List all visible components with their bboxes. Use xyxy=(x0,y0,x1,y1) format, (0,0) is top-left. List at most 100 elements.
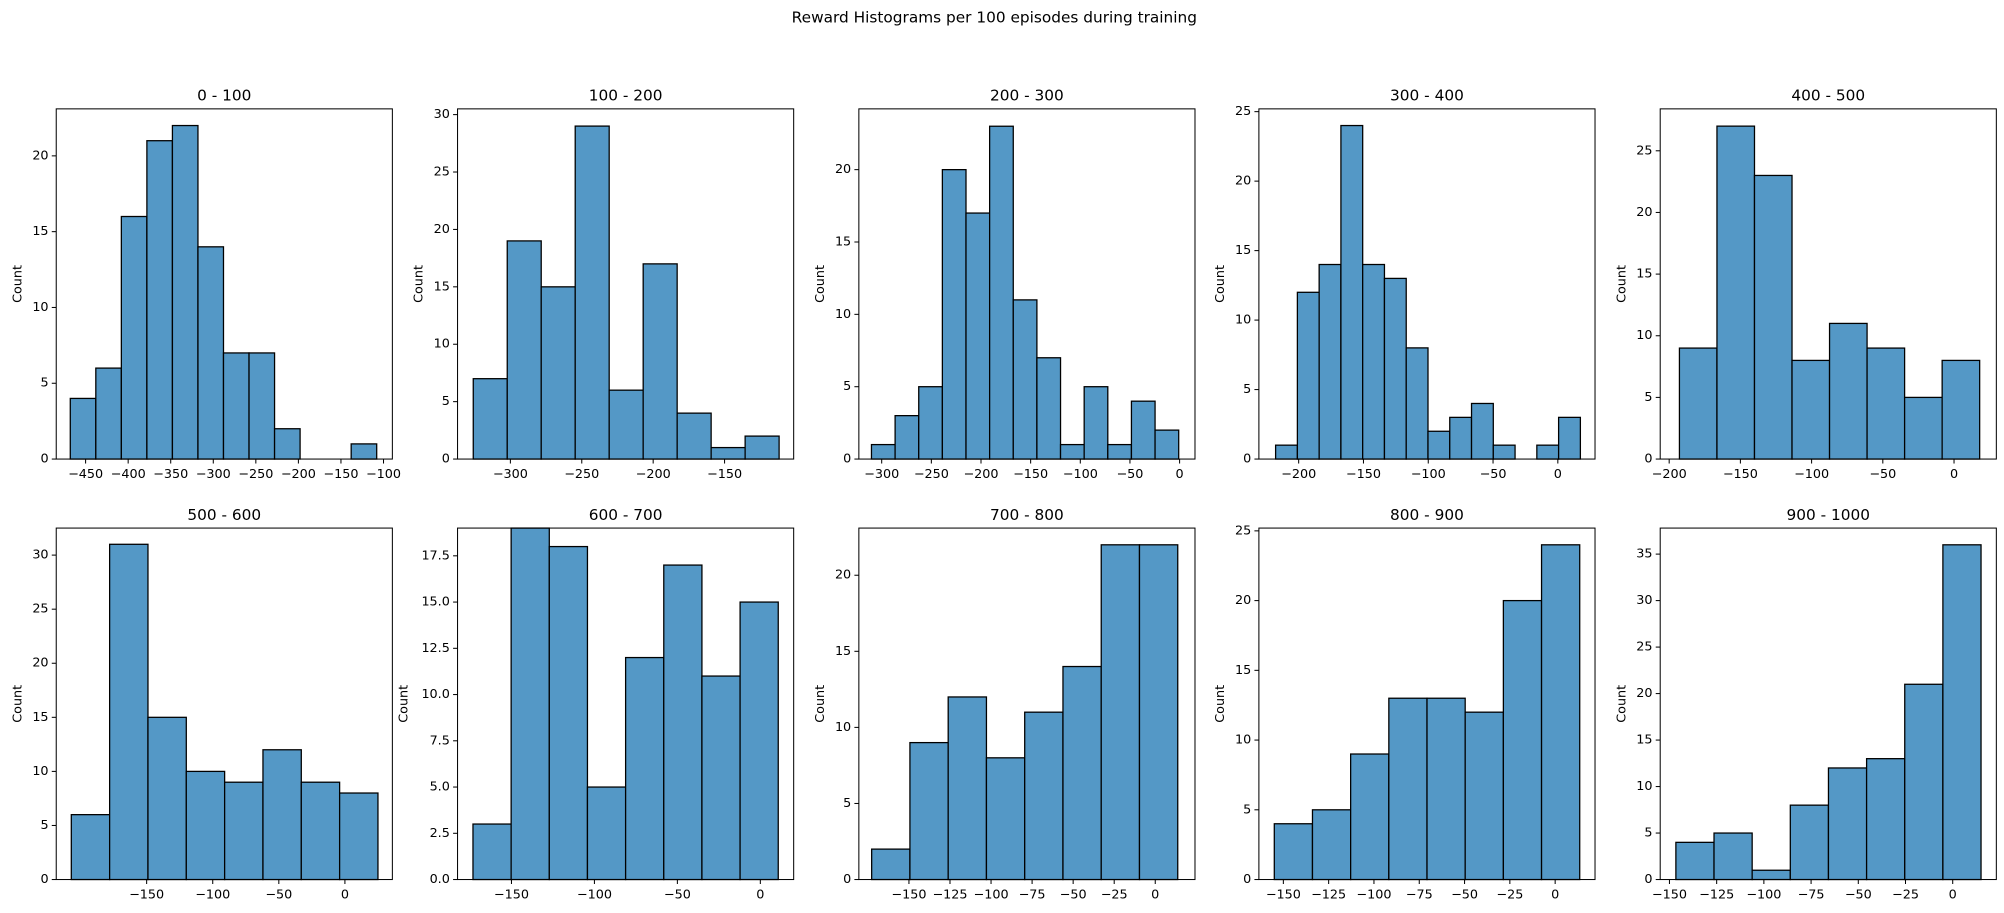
axes-frame xyxy=(55,527,393,881)
y-tick-label: 15 xyxy=(434,279,450,294)
bar xyxy=(248,352,276,460)
x-tick-label: −50 xyxy=(1116,467,1143,482)
subplot-title: 100 - 200 xyxy=(589,87,663,105)
subplot-title: 900 - 1000 xyxy=(1786,506,1870,524)
x-tick-label: −200 xyxy=(1281,467,1316,482)
y-axis-label: Count xyxy=(396,685,411,723)
bar xyxy=(1012,299,1038,460)
y-tick-label: 15 xyxy=(1235,663,1251,678)
y-axis-label: Count xyxy=(10,685,25,723)
bar xyxy=(1713,832,1753,881)
y-tick-label: 0 xyxy=(1644,452,1652,467)
x-tick-label: −75 xyxy=(1406,887,1433,902)
y-tick-label: 20 xyxy=(835,162,851,177)
x-tick-label: −50 xyxy=(265,887,292,902)
bar xyxy=(1273,823,1314,881)
y-tick-label: 25 xyxy=(32,602,48,617)
bar xyxy=(1904,683,1944,881)
bar xyxy=(1866,347,1906,460)
subplot: −150 −125 −100 −75 −50 −25 0 0 5 10 15 20 700 - 800 C… xyxy=(813,506,1196,902)
bar xyxy=(1827,767,1868,881)
y-tick-label: 10 xyxy=(835,307,851,322)
x-tick-label: −100 xyxy=(366,467,401,482)
bar xyxy=(676,412,712,460)
y-tick-label: 5 xyxy=(40,376,48,391)
bar xyxy=(222,352,250,460)
bar xyxy=(894,415,920,460)
bar xyxy=(701,675,741,881)
bar xyxy=(941,169,967,460)
bar xyxy=(1464,711,1505,881)
bar xyxy=(988,125,1014,460)
y-tick-label: 15 xyxy=(1636,267,1652,282)
x-tick-label: 0 xyxy=(1551,887,1559,902)
y-tick-label: 15 xyxy=(835,644,851,659)
x-tick-label: −250 xyxy=(914,467,949,482)
subplot-title: 500 - 600 xyxy=(187,506,261,524)
x-tick-label: −200 xyxy=(636,467,671,482)
figure-title: Reward Histograms per 100 episodes durin… xyxy=(792,9,1197,27)
x-tick-label: −125 xyxy=(932,887,967,902)
y-tick-label: 12.5 xyxy=(421,641,449,656)
x-tick-label: −50 xyxy=(664,887,691,902)
bar xyxy=(870,443,896,460)
subplot: −450 −400 −350 −300 −250 −200 −150 −100 0 5 10 15 20… xyxy=(10,87,401,482)
bar xyxy=(262,749,302,881)
y-tick-label: 10 xyxy=(1235,313,1251,328)
y-axis-label: Count xyxy=(1213,685,1228,723)
bar xyxy=(1350,753,1390,881)
y-tick-label: 10 xyxy=(1235,733,1251,748)
subplot-title: 200 - 300 xyxy=(990,87,1064,105)
x-tick-label: −200 xyxy=(963,467,998,482)
y-tick-label: 20 xyxy=(32,148,48,163)
y-tick-label: 20 xyxy=(1636,686,1652,701)
bar xyxy=(663,564,703,881)
y-tick-label: 20 xyxy=(835,568,851,583)
y-tick-label: 0.0 xyxy=(430,872,450,887)
bar xyxy=(1470,402,1494,460)
axes-frame xyxy=(457,108,795,460)
y-tick-label: 25 xyxy=(1636,640,1652,655)
subplot-title: 300 - 400 xyxy=(1390,87,1464,105)
x-tick-label: −300 xyxy=(864,467,899,482)
bar xyxy=(1941,359,1981,460)
y-tick-label: 5 xyxy=(442,394,450,409)
x-tick-label: −125 xyxy=(1699,887,1734,902)
bar xyxy=(70,814,111,881)
y-tick-label: 10 xyxy=(32,300,48,315)
bar xyxy=(146,140,174,460)
subplot: −200 −150 −100 −50 0 0 5 10 15 20 25 300 - 400 Count xyxy=(1213,87,1596,482)
x-tick-label: −300 xyxy=(493,467,528,482)
bar xyxy=(1296,291,1320,460)
y-axis-label: Count xyxy=(412,265,427,303)
axes-frame xyxy=(1258,108,1596,460)
y-tick-label: 15.0 xyxy=(421,595,449,610)
x-tick-label: 0 xyxy=(1950,467,1958,482)
subplot-title: 0 - 100 xyxy=(197,87,251,105)
y-tick-label: 10 xyxy=(32,764,48,779)
bar xyxy=(1059,443,1085,460)
subplot-title: 700 - 800 xyxy=(990,506,1064,524)
bar xyxy=(1753,174,1793,460)
y-axis-label: Count xyxy=(1614,685,1629,723)
bar xyxy=(1274,444,1299,460)
x-tick-label: 0 xyxy=(756,887,764,902)
y-tick-label: 0 xyxy=(1644,872,1652,887)
x-tick-label: 0 xyxy=(1949,887,1957,902)
y-tick-label: 30 xyxy=(1636,593,1652,608)
subplot: −300 −250 −200 −150 −100 −50 0 0 5 10 15 20 200 - 30… xyxy=(813,87,1196,482)
bar xyxy=(510,527,550,881)
axes-frame xyxy=(1258,527,1596,881)
bar xyxy=(965,212,991,460)
bar xyxy=(350,443,378,460)
bar xyxy=(1311,809,1352,881)
bar xyxy=(273,428,301,460)
bar xyxy=(574,125,610,460)
subplot: −150 −100 −50 0 0 5 10 15 20 25 30 500 - 600 Count xyxy=(10,506,393,902)
bar xyxy=(338,792,379,881)
bar xyxy=(1449,416,1473,460)
x-tick-label: −150 xyxy=(323,467,358,482)
y-tick-label: 5 xyxy=(1243,802,1251,817)
bar xyxy=(1383,277,1407,460)
axes-frame xyxy=(55,108,393,460)
